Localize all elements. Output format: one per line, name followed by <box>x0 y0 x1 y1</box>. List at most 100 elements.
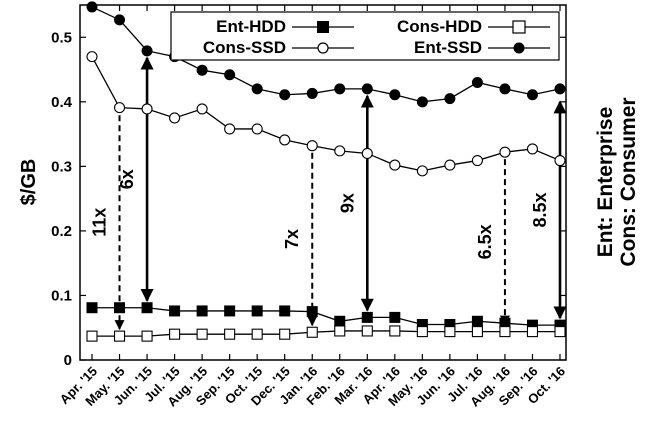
data-point <box>444 326 456 338</box>
data-point <box>526 319 538 331</box>
data-point <box>279 134 291 146</box>
data-point <box>499 326 511 338</box>
ratio-annotations: 11x 6x 7x 9x 6.5x 8.5x <box>90 56 567 331</box>
data-point <box>224 123 236 135</box>
legend-label-ent-hdd: Ent-HDD <box>216 17 286 36</box>
data-point <box>306 140 318 152</box>
legend-marker-ent-hdd <box>317 21 329 33</box>
legend-marker-cons-hdd <box>512 20 526 34</box>
data-point <box>169 305 181 317</box>
data-point <box>141 103 153 115</box>
data-point <box>306 87 318 99</box>
data-point <box>141 45 153 57</box>
y-tick-label: 0.5 <box>51 29 72 46</box>
data-point <box>113 102 126 114</box>
data-point <box>499 83 511 95</box>
legend-marker-ent-ssd <box>513 42 525 54</box>
data-point <box>334 315 346 327</box>
data-point <box>224 328 236 340</box>
data-point <box>416 319 428 330</box>
ratio-label: 6x <box>117 169 137 189</box>
data-point <box>361 147 373 160</box>
series-cons-hdd <box>86 325 566 342</box>
data-point <box>471 315 483 327</box>
data-point <box>196 64 208 76</box>
data-point <box>251 328 263 340</box>
data-point <box>334 145 346 157</box>
data-point <box>279 305 291 317</box>
series-line <box>91 56 561 172</box>
y-tick-label: 0 <box>64 352 72 369</box>
data-point <box>416 326 428 338</box>
data-point <box>416 165 428 177</box>
data-point <box>279 328 291 340</box>
legend-marker-cons-ssd <box>317 42 329 54</box>
data-point <box>196 305 208 317</box>
data-point <box>196 103 208 115</box>
data-point <box>444 159 456 171</box>
series-layer <box>86 1 566 342</box>
side-note-consumer: Cons: Consumer <box>617 97 640 266</box>
series-line <box>92 330 560 337</box>
data-point <box>526 143 539 155</box>
data-point <box>389 159 401 171</box>
legend: Ent-HDD Cons-HDD Cons-SSD Ent-SSD <box>170 11 560 61</box>
data-point <box>444 93 456 105</box>
data-point <box>224 69 236 81</box>
data-point <box>471 326 483 338</box>
series-cons-ssd <box>86 51 566 177</box>
data-point <box>169 112 181 124</box>
data-point <box>306 326 318 338</box>
data-point <box>279 89 291 101</box>
data-point <box>334 83 346 95</box>
data-point <box>444 319 456 330</box>
data-point <box>114 302 126 314</box>
data-point <box>499 146 511 158</box>
data-point <box>526 326 539 338</box>
y-tick-label: 0.3 <box>51 158 72 175</box>
data-point <box>114 14 126 26</box>
data-point <box>554 319 566 331</box>
data-point <box>251 83 263 95</box>
data-point <box>334 325 346 337</box>
series-line <box>92 307 560 326</box>
data-point <box>196 328 208 340</box>
y-axis: 0 0.1 0.2 0.3 0.4 0.5 <box>51 29 566 369</box>
side-note-enterprise: Ent: Enterprise <box>594 107 617 258</box>
data-point <box>141 330 153 342</box>
data-point <box>554 155 566 167</box>
series-ent-hdd <box>86 302 566 331</box>
ratio-label: 11x <box>90 208 110 237</box>
ratio-label: 9x <box>337 193 357 213</box>
data-point <box>361 83 373 95</box>
data-point <box>499 317 511 329</box>
data-point <box>224 305 236 317</box>
data-point <box>86 330 98 342</box>
data-point <box>389 311 401 323</box>
data-point <box>361 311 373 323</box>
data-point <box>416 96 428 108</box>
data-point <box>361 325 373 337</box>
ratio-label: 6.5x <box>475 224 495 259</box>
y-tick-label: 0.1 <box>51 287 72 304</box>
plot-frame <box>79 4 567 361</box>
legend-label-ent-ssd: Ent-SSD <box>414 38 482 57</box>
data-point <box>389 325 401 337</box>
data-point <box>86 302 98 314</box>
data-point <box>141 302 153 314</box>
data-point <box>251 123 263 135</box>
data-point <box>169 328 181 340</box>
y-axis-label: $/GB <box>18 159 40 206</box>
legend-label-cons-hdd: Cons-HDD <box>397 17 482 36</box>
data-point <box>251 305 263 317</box>
data-point <box>471 155 483 167</box>
y-tick-label: 0.2 <box>51 223 72 240</box>
ratio-label: 7x <box>282 229 302 249</box>
data-point <box>86 51 98 63</box>
data-point <box>471 76 483 88</box>
ratio-label: 8.5x <box>530 192 550 227</box>
data-point <box>554 83 566 95</box>
data-point <box>306 306 318 318</box>
data-point <box>389 89 401 101</box>
